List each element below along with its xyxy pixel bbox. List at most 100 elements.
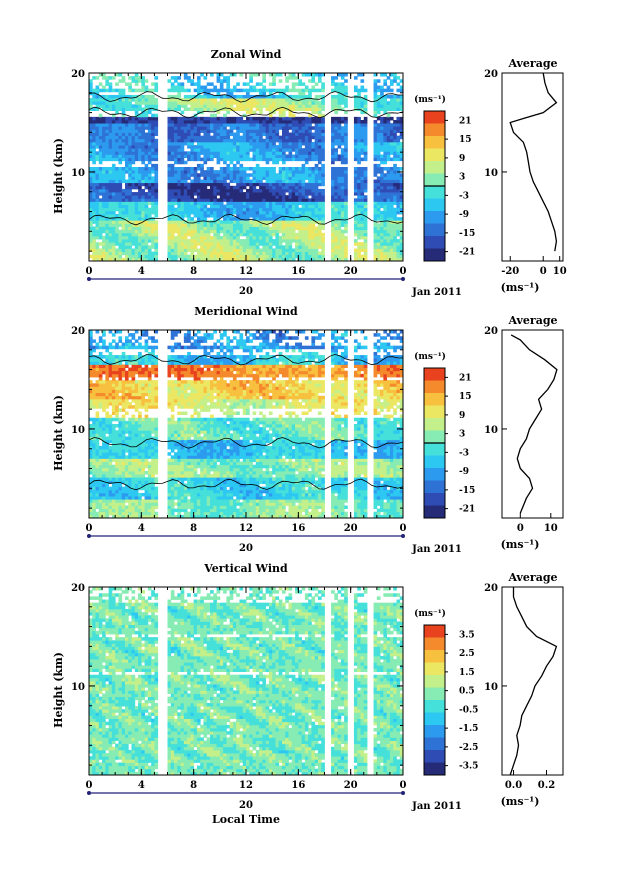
heatmap-cell <box>399 192 404 196</box>
heatmap-cell <box>196 214 201 218</box>
heatmap-cell <box>314 73 319 77</box>
heatmap-cell <box>121 248 126 252</box>
heatmap-cell <box>128 163 132 168</box>
heatmap-cell <box>177 188 181 193</box>
heatmap-cell <box>268 148 273 152</box>
heatmap-cell <box>288 101 293 105</box>
heatmap-cell <box>216 129 221 133</box>
heatmap-cell <box>128 135 132 140</box>
heatmap-cell <box>190 170 195 174</box>
heatmap-cell <box>334 223 338 227</box>
heatmap-cell <box>317 94 322 99</box>
heatmap-cell <box>92 424 96 428</box>
heatmap-cell <box>183 232 188 237</box>
heatmap-cell <box>301 101 306 105</box>
heatmap-cell <box>340 129 345 133</box>
heatmap-cell <box>193 82 198 86</box>
heatmap-cell <box>272 126 276 130</box>
heatmap-cell <box>206 116 211 121</box>
heatmap-cell <box>344 214 348 218</box>
heatmap-cell <box>304 257 309 262</box>
heatmap-cell <box>278 182 283 187</box>
heatmap-cell <box>219 182 224 187</box>
heatmap-cell <box>373 88 378 93</box>
heatmap-cell <box>138 79 142 83</box>
heatmap-cell <box>154 85 159 90</box>
heatmap-cell <box>311 207 316 212</box>
heatmap-cell <box>138 195 142 199</box>
heatmap-cell <box>311 76 316 80</box>
heatmap-cell <box>203 179 208 184</box>
heatmap-cell <box>144 204 149 209</box>
heatmap-cell <box>288 210 293 215</box>
heatmap-cell <box>275 185 280 190</box>
heatmap-cell <box>389 157 394 162</box>
heatmap-cell <box>389 198 394 202</box>
heatmap-cell <box>255 148 260 152</box>
heatmap-cell <box>167 195 172 199</box>
heatmap-cell <box>187 107 191 111</box>
heatmap-cell <box>291 204 296 209</box>
heatmap-cell <box>144 245 149 249</box>
heatmap-cell <box>187 204 191 209</box>
heatmap-cell <box>275 214 280 218</box>
heatmap-cell <box>262 210 267 215</box>
heatmap-cell <box>321 129 325 133</box>
heatmap-cell <box>151 232 155 237</box>
heatmap-cell <box>187 254 191 259</box>
heatmap-cell <box>383 210 388 215</box>
heatmap-cell <box>295 220 299 224</box>
heatmap-cell <box>353 251 358 256</box>
heatmap-cell <box>246 195 250 199</box>
heatmap-cell <box>180 179 185 184</box>
heatmap-cell <box>291 239 296 243</box>
heatmap-cell <box>124 239 129 243</box>
heatmap-cell <box>396 254 401 259</box>
heatmap-cell <box>177 85 181 90</box>
heatmap-cell <box>200 173 204 177</box>
heatmap-cell <box>337 141 342 146</box>
heatmap-cell <box>357 170 361 174</box>
heatmap-cell <box>311 182 316 187</box>
heatmap-cell <box>249 185 253 190</box>
heatmap-cell <box>102 427 106 431</box>
heatmap-cell <box>232 248 237 252</box>
heatmap-cell <box>118 198 123 202</box>
heatmap-cell <box>183 107 188 111</box>
heatmap-cell <box>399 132 404 137</box>
heatmap-cell <box>128 195 132 199</box>
heatmap-cell <box>134 170 139 174</box>
heatmap-cell <box>281 154 286 158</box>
heatmap-cell <box>275 235 280 240</box>
heatmap-cell <box>239 151 244 155</box>
heatmap-cell <box>383 82 388 86</box>
heatmap-cell <box>102 383 106 387</box>
heatmap-cell <box>200 88 204 93</box>
heatmap-cell <box>210 248 214 252</box>
x-tick-label: 16 <box>291 266 305 277</box>
heatmap-cell <box>141 242 145 246</box>
heatmap-cell <box>128 217 132 221</box>
heatmap-cell <box>131 98 136 102</box>
heatmap-cell <box>389 235 394 240</box>
heatmap-cell <box>308 198 312 202</box>
heatmap-cell <box>236 88 240 93</box>
heatmap-cell <box>314 226 319 231</box>
heatmap-cell <box>196 232 201 237</box>
heatmap-cell <box>124 220 129 224</box>
heatmap-cell <box>376 126 381 130</box>
heatmap-cell <box>340 126 345 130</box>
heatmap-cell <box>138 217 142 221</box>
heatmap-cell <box>98 499 103 503</box>
heatmap-cell <box>124 82 129 86</box>
heatmap-cell <box>393 217 397 221</box>
heatmap-cell <box>337 257 342 262</box>
heatmap-cell <box>252 157 257 162</box>
heatmap-cell <box>219 138 224 143</box>
heatmap-cell <box>102 207 106 212</box>
heatmap-cell <box>331 79 335 83</box>
heatmap-cell <box>301 201 306 205</box>
heatmap-cell <box>344 132 348 137</box>
heatmap-cell <box>121 138 126 143</box>
heatmap-cell <box>98 424 103 428</box>
